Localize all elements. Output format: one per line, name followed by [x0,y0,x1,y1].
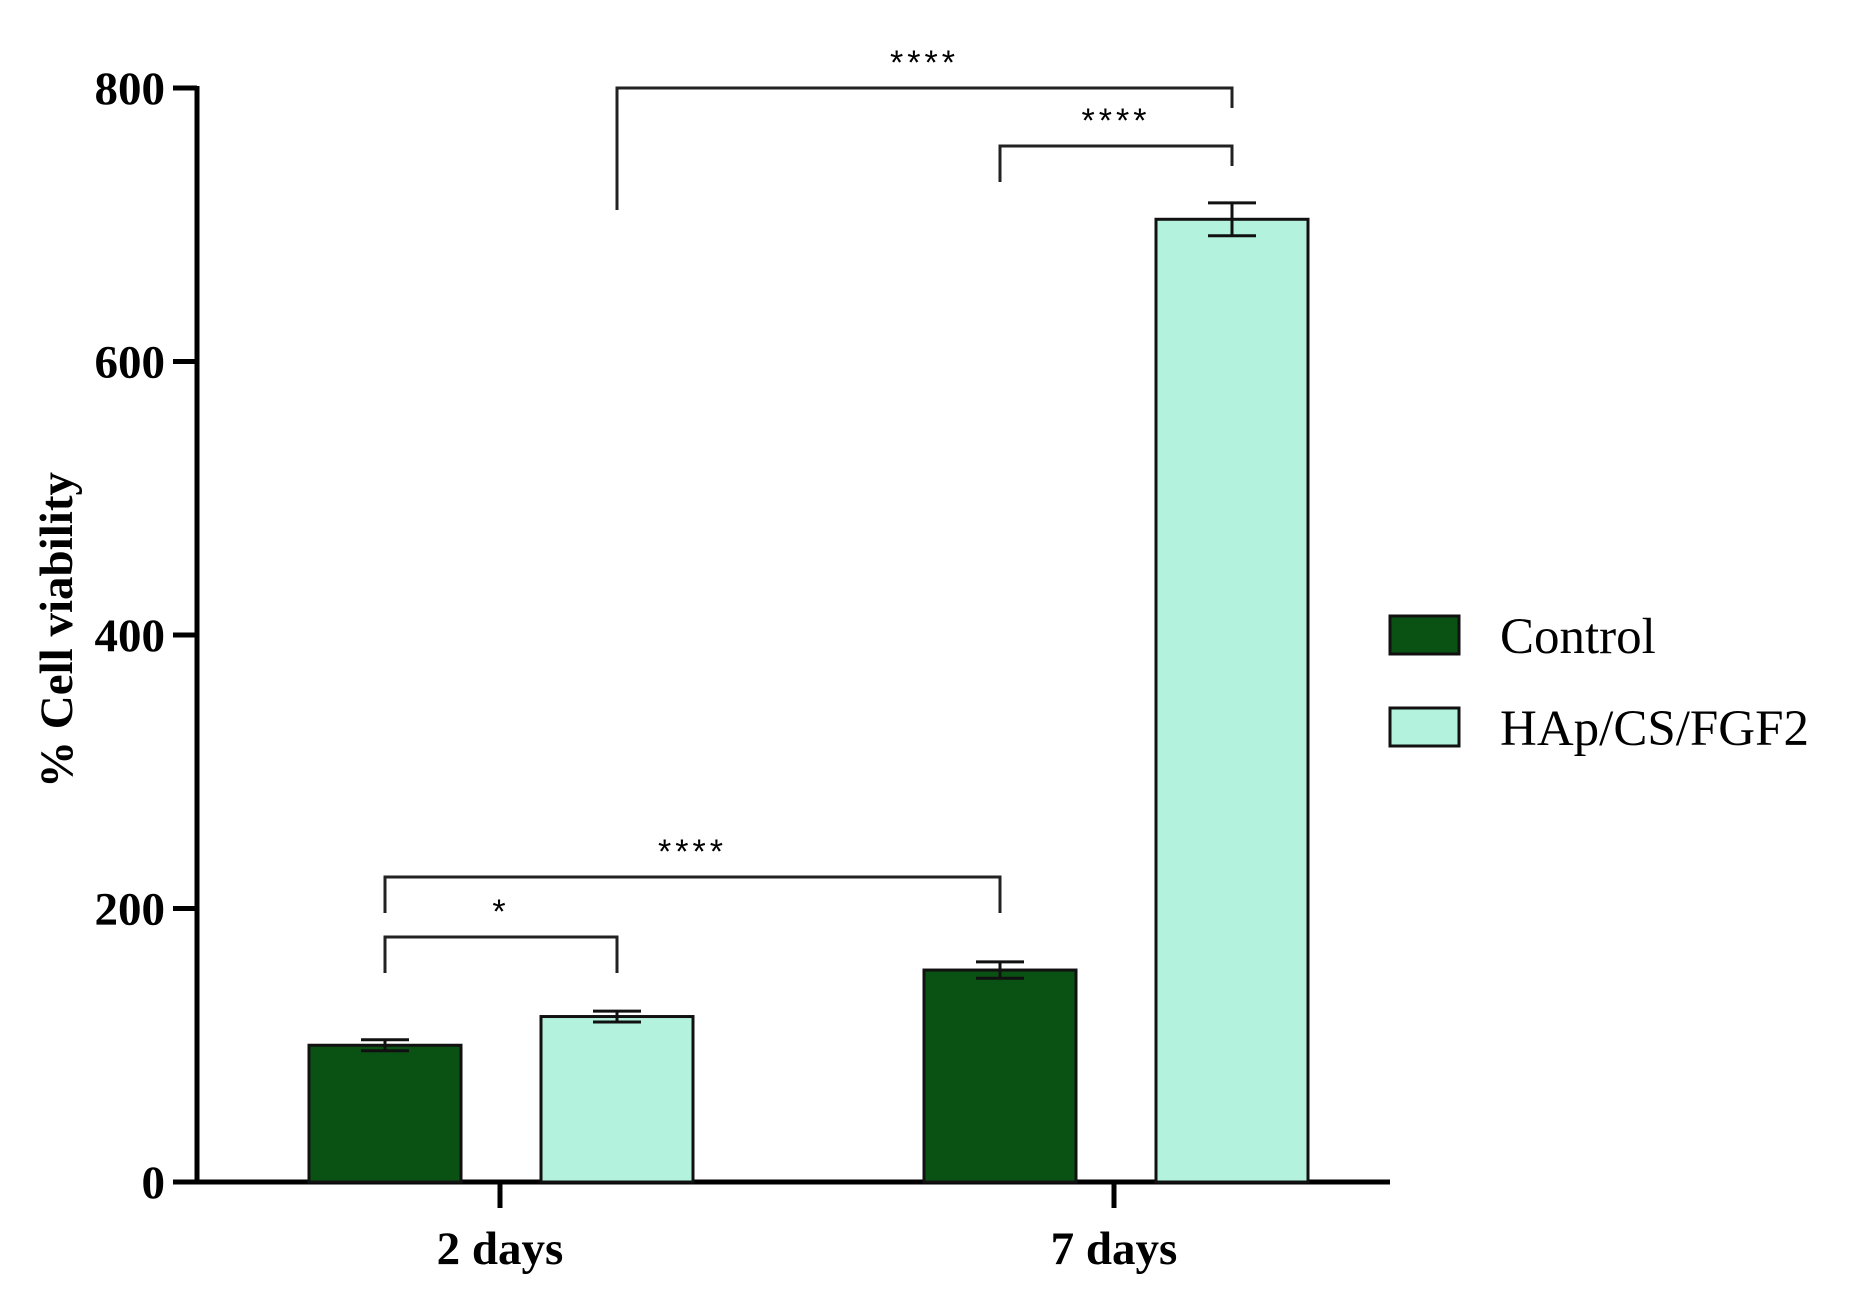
bar [922,968,1078,1184]
significance-brackets: ************* [383,44,1234,973]
y-axis-label-group: % Cell viability [31,472,83,788]
bars [307,217,1310,1184]
error-bars [361,201,1256,1053]
bar [1154,217,1310,1184]
bar [307,1043,463,1184]
x-tick-label: 7 days [1051,1223,1178,1275]
legend-swatch [1388,614,1461,656]
bar [539,1015,695,1184]
significance-bracket [998,144,1234,182]
x-tick-label: 2 days [437,1223,564,1275]
significance-bracket [383,935,619,973]
significance-bracket [615,86,1234,210]
significance-label: **** [1082,102,1151,140]
significance-label: **** [658,833,727,871]
legend-label: HAp/CS/FGF2 [1500,701,1809,757]
significance-label: **** [890,44,959,82]
legend-swatch [1388,706,1461,748]
significance-label: * [492,893,509,931]
y-tick-label: 200 [95,884,166,936]
y-axis-label: % Cell viability [31,472,83,788]
legend: Control HAp/CS/FGF2 [1388,609,1809,757]
significance-bracket [383,875,1002,913]
y-tick-label: 800 [95,63,166,115]
legend-label: Control [1500,609,1656,665]
y-tick-label: 400 [95,610,166,662]
y-tick-label: 600 [95,337,166,389]
y-tick-label: 0 [142,1157,166,1209]
